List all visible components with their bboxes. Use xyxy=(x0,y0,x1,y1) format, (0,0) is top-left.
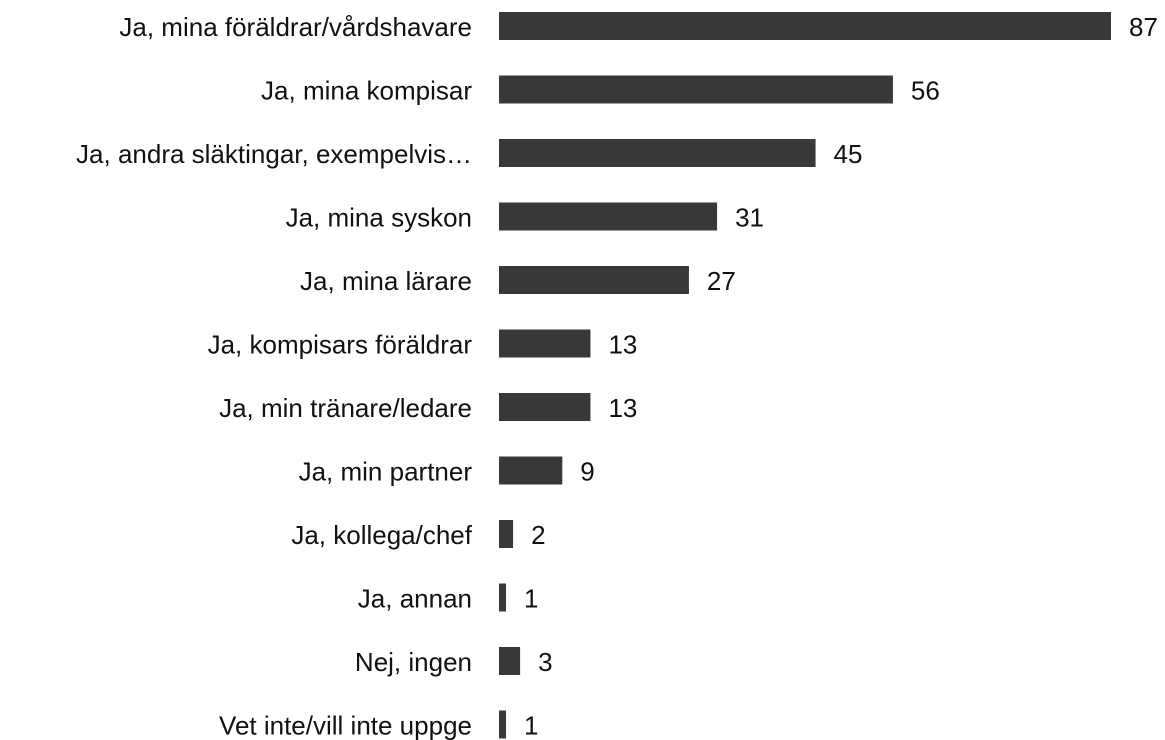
bar xyxy=(499,583,507,612)
bar xyxy=(499,456,563,485)
category-label: Ja, min partner xyxy=(299,456,473,486)
category-label: Ja, mina föräldrar/vårdshavare xyxy=(119,12,472,42)
category-label: Ja, annan xyxy=(358,583,472,613)
category-label: Ja, kompisars föräldrar xyxy=(208,329,473,359)
category-label: Ja, kollega/chef xyxy=(291,520,472,550)
value-label: 56 xyxy=(911,75,940,105)
value-label: 2 xyxy=(531,520,545,550)
bar xyxy=(499,329,591,358)
value-label: 9 xyxy=(580,456,594,486)
value-label: 87 xyxy=(1129,12,1158,42)
bar xyxy=(499,75,893,104)
bar xyxy=(499,710,507,739)
value-label: 3 xyxy=(538,647,552,677)
bar xyxy=(499,520,514,548)
category-label: Ja, mina lärare xyxy=(300,266,472,296)
bar xyxy=(499,12,1111,40)
bar xyxy=(499,647,521,675)
category-label: Ja, andra släktingar, exempelvis… xyxy=(76,139,472,169)
category-label: Ja, mina kompisar xyxy=(261,75,472,105)
bar xyxy=(499,139,816,167)
value-label: 31 xyxy=(735,202,764,232)
value-label: 45 xyxy=(834,139,863,169)
value-label: 1 xyxy=(524,710,538,740)
category-label: Ja, min tränare/ledare xyxy=(219,393,472,423)
value-label: 27 xyxy=(707,266,736,296)
category-label: Vet inte/vill inte uppge xyxy=(219,710,472,740)
bar xyxy=(499,393,591,421)
value-label: 13 xyxy=(608,329,637,359)
category-label: Ja, mina syskon xyxy=(286,202,472,232)
bar xyxy=(499,202,718,231)
value-label: 13 xyxy=(608,393,637,423)
category-label: Nej, ingen xyxy=(355,647,472,677)
value-label: 1 xyxy=(524,583,538,613)
bar xyxy=(499,266,689,294)
